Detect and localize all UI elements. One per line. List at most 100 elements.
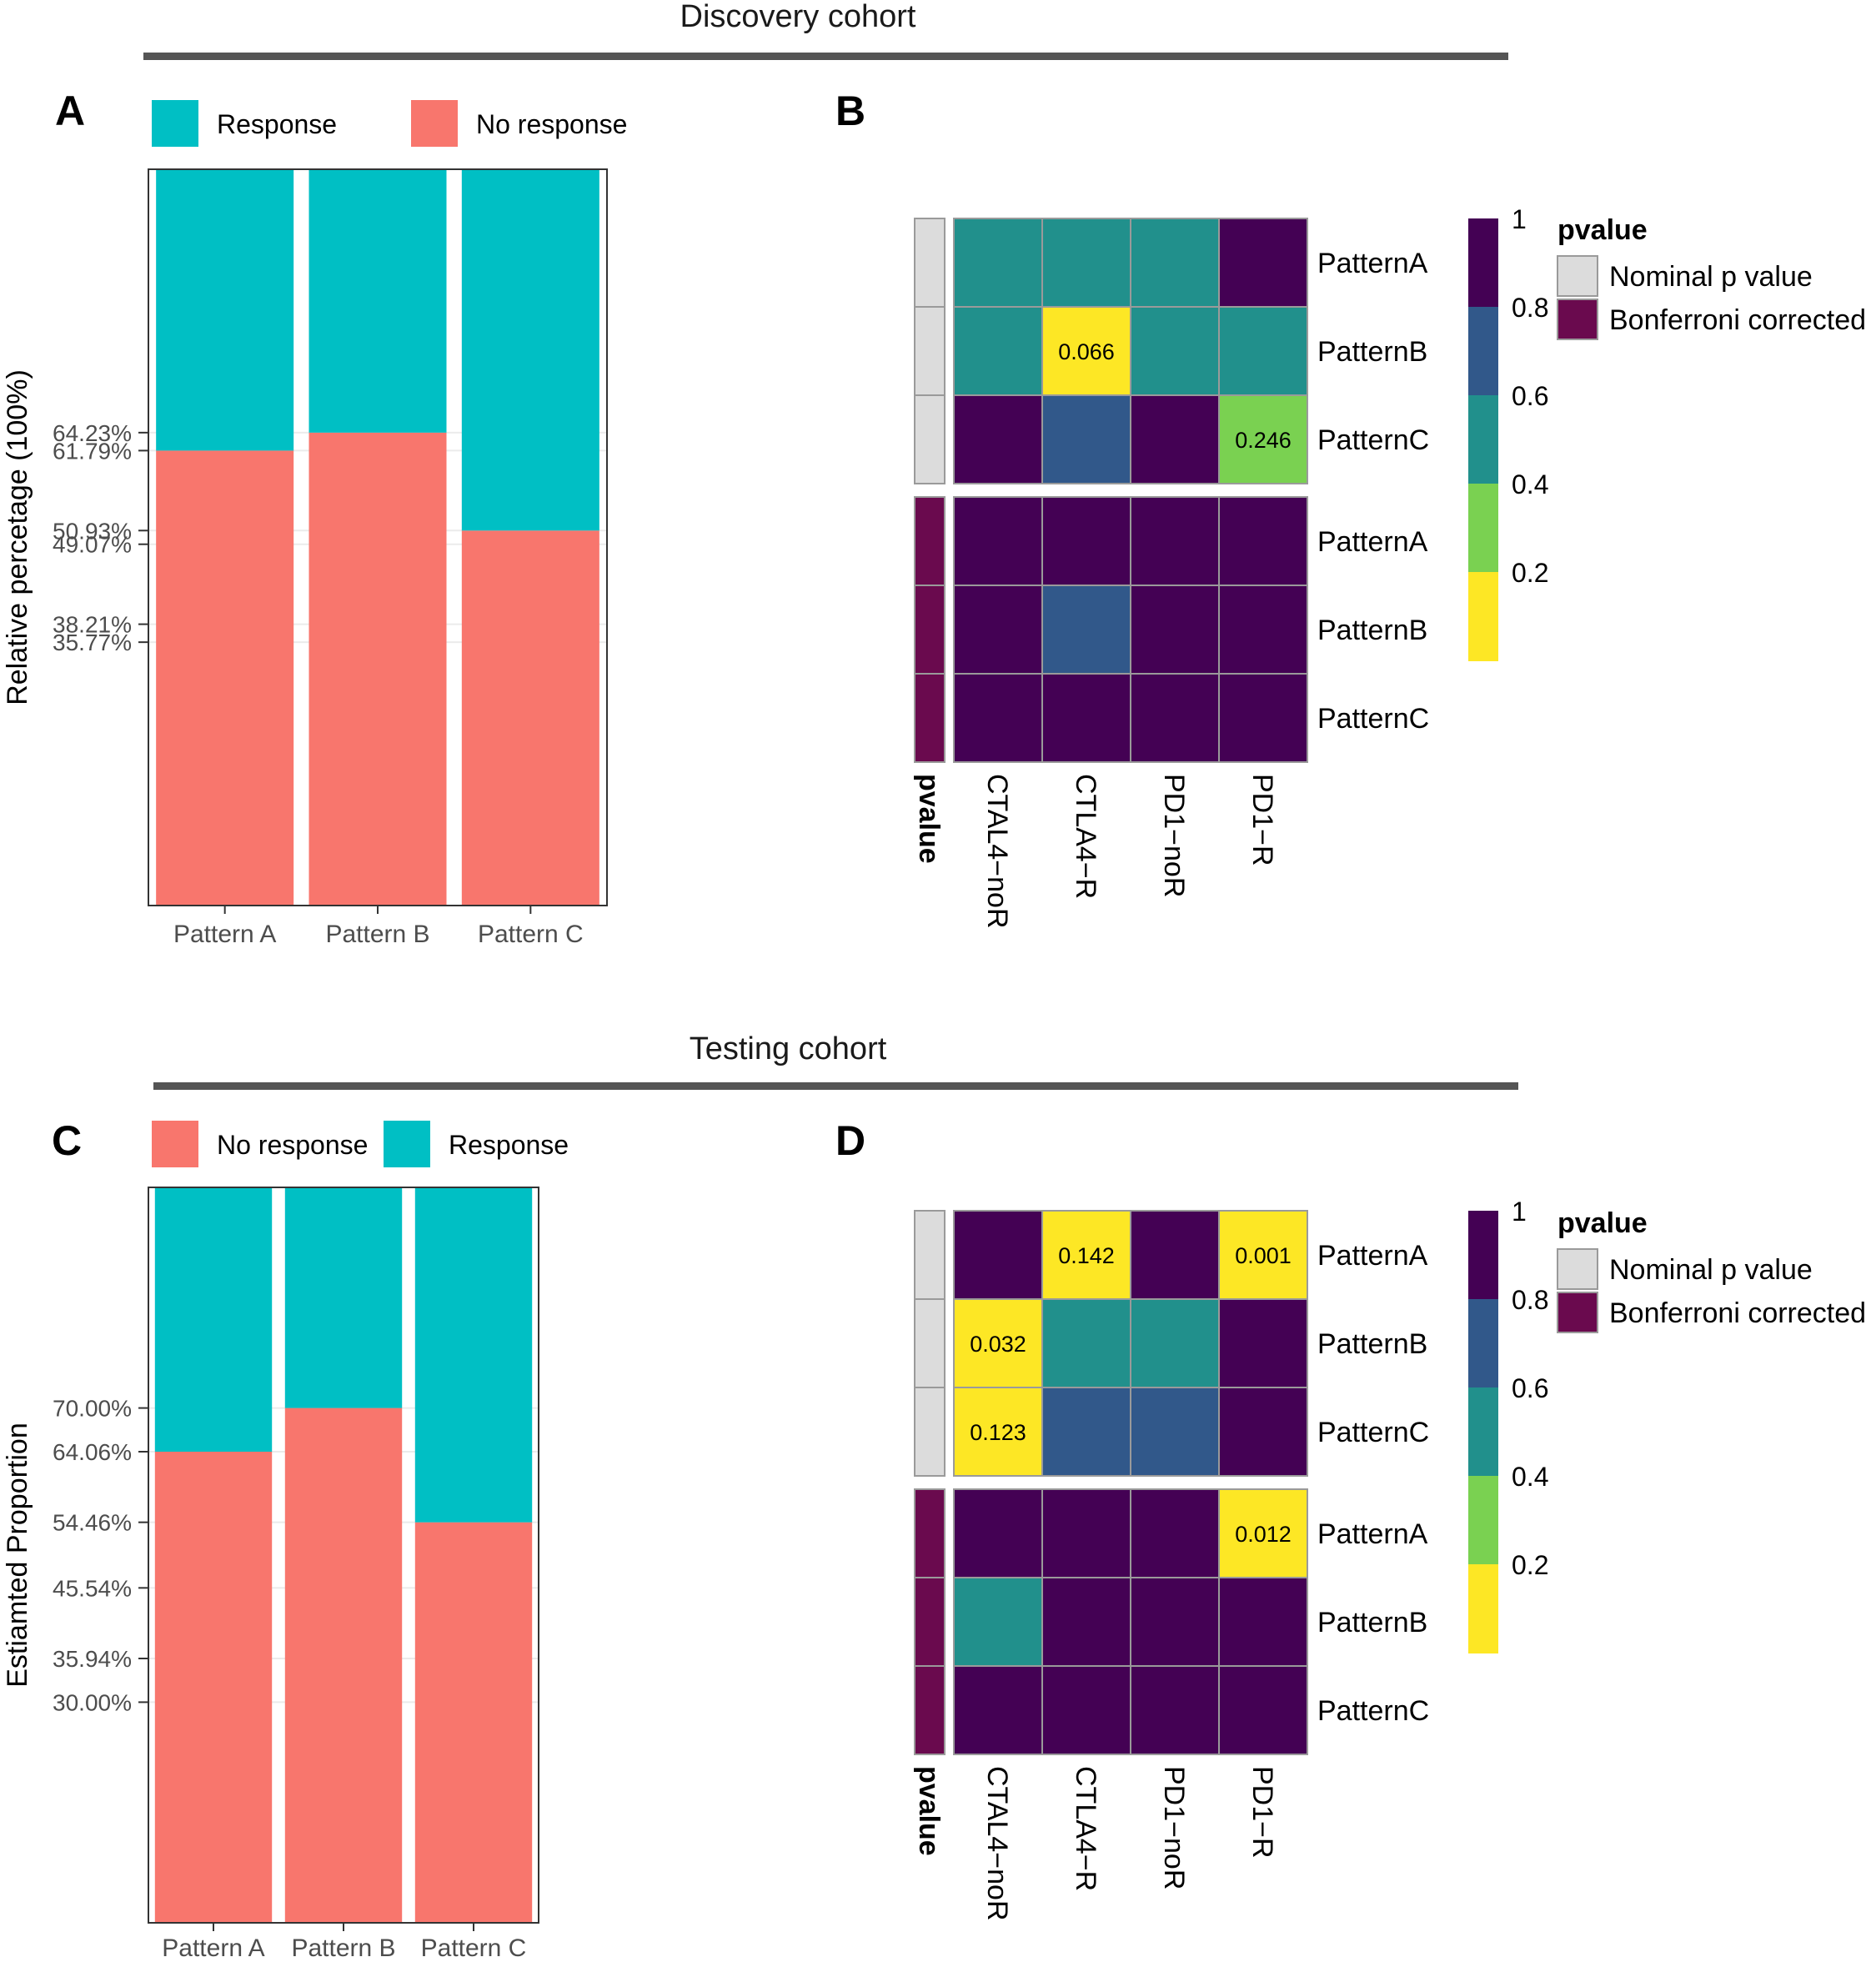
- heatmap-cell: [1218, 1665, 1308, 1755]
- colorbar-segment: [1468, 484, 1498, 573]
- x-tick-label: Pattern B: [291, 1934, 395, 1962]
- annotation-axis-label: pvalue: [913, 774, 945, 864]
- heatmap-cell: [1130, 1665, 1220, 1755]
- row-annotation-nominal: [914, 1298, 946, 1388]
- y-tick-label: 70.00%: [53, 1396, 132, 1422]
- colorbar-segment: [1468, 307, 1498, 396]
- row-annotation-nominal: [914, 1210, 946, 1300]
- row-annotation-nominal: [914, 306, 946, 396]
- cell-value-label: 0.246: [1235, 428, 1292, 453]
- legend-title: pvalue: [1557, 1207, 1648, 1239]
- colorbar-tick-label: 0.2: [1512, 558, 1548, 588]
- heatmap-cell: [1218, 218, 1308, 308]
- colorbar-tick-label: 0.6: [1512, 381, 1548, 411]
- heatmap-cell: [1218, 1577, 1308, 1667]
- heatmap-cell: [953, 1387, 1043, 1477]
- bar-response-pattern-a: [156, 169, 294, 451]
- heatmap-cell: [1218, 1298, 1308, 1388]
- heatmap-cell: [953, 1665, 1043, 1755]
- row-annotation-bonferroni: [914, 496, 946, 586]
- row-label-patternb: PatternB: [1317, 1607, 1427, 1638]
- heatmap-cell: [1218, 1387, 1308, 1477]
- column-label: CTLA4−R: [1070, 774, 1101, 899]
- y-axis-title: Estiamted Proportion: [2, 1423, 33, 1688]
- colorbar-tick-label: 1: [1512, 204, 1527, 234]
- y-tick-label: 38.21%: [53, 612, 132, 638]
- colorbar-tick-label: 0.8: [1512, 1285, 1548, 1315]
- colorbar-segment: [1468, 395, 1498, 484]
- legend-key-no-response: [411, 100, 458, 147]
- legend-key-response: [152, 100, 198, 147]
- legend-label: No response: [217, 1130, 368, 1160]
- x-tick-label: Pattern A: [173, 921, 276, 948]
- heatmap-cell: [1041, 1387, 1131, 1477]
- x-tick-label: Pattern B: [325, 921, 429, 948]
- heatmap-cell: [1041, 585, 1131, 675]
- row-label-patternb: PatternB: [1317, 336, 1427, 368]
- panel-label-b: B: [835, 88, 865, 134]
- heatmap-cell: [1130, 1488, 1220, 1578]
- row-annotation-bonferroni: [914, 1577, 946, 1667]
- heatmap-cell: [1130, 218, 1220, 308]
- bar-response-pattern-b: [308, 169, 447, 433]
- row-label-patterna: PatternA: [1317, 1518, 1428, 1550]
- heatmap-cell: [1130, 1210, 1220, 1300]
- y-tick-label: 45.54%: [53, 1575, 132, 1601]
- heatmap-cell: [1041, 1298, 1131, 1388]
- bar-response-pattern-c: [461, 169, 599, 531]
- cell-value-label: 0.142: [1058, 1243, 1115, 1268]
- colorbar-tick-label: 0.6: [1512, 1373, 1548, 1403]
- bar-no-response-pattern-c: [461, 530, 599, 906]
- cell-value-label: 0.001: [1235, 1243, 1292, 1268]
- plot-border: [148, 1187, 539, 1924]
- legend-title: pvalue: [1557, 214, 1648, 246]
- row-annotation-nominal: [914, 394, 946, 484]
- y-tick-label: 64.06%: [53, 1439, 132, 1465]
- legend-key-nominal: [1557, 1248, 1598, 1290]
- panel-c-stacked-bar-chart: 30.00% 35.94% 45.54% 54.46% 64.06% 70.00% Patt…: [2, 1121, 569, 1962]
- row-annotation-bonferroni: [914, 673, 946, 763]
- column-label: PD1−noR: [1158, 774, 1190, 897]
- heatmap-cell: [1041, 1210, 1131, 1300]
- legend-key-bonferroni: [1557, 299, 1598, 340]
- row-annotation-bonferroni: [914, 1488, 946, 1578]
- colorbar-segment: [1468, 1299, 1498, 1388]
- heatmap-cell: [953, 306, 1043, 396]
- bar-response-pattern-b: [284, 1187, 403, 1408]
- column-label: CTAL4−noR: [981, 774, 1013, 929]
- legend-label: Nominal p value: [1609, 1254, 1813, 1286]
- colorbar-segment: [1468, 572, 1498, 661]
- y-tick-label: 61.79%: [53, 438, 132, 464]
- cell-value-label: 0.066: [1058, 339, 1115, 364]
- bar-response-pattern-a: [154, 1187, 273, 1452]
- legend-label: No response: [476, 109, 627, 139]
- legend-label: Bonferroni corrected: [1609, 304, 1866, 336]
- legend-label: Bonferroni corrected: [1609, 1297, 1866, 1329]
- column-label: PD1−R: [1246, 1766, 1278, 1859]
- heatmap-cell: [1041, 218, 1131, 308]
- row-annotation-nominal: [914, 1387, 946, 1477]
- heatmap-cell: [1041, 1488, 1131, 1578]
- heatmap-cell: [1130, 496, 1220, 586]
- y-tick-label: 30.00%: [53, 1689, 132, 1715]
- x-tick-label: Pattern A: [162, 1934, 264, 1962]
- row-label-patternc: PatternC: [1317, 424, 1429, 456]
- panel-d-heatmap: 0.142 0.001 PatternA 0.032 PatternB 0.123 Patt…: [913, 1197, 1866, 1921]
- row-label-patternc: PatternC: [1317, 1695, 1429, 1727]
- legend-key-bonferroni: [1557, 1292, 1598, 1333]
- y-tick-label: 49.07%: [53, 532, 132, 558]
- bar-no-response-pattern-a: [154, 1451, 273, 1923]
- row-annotation-bonferroni: [914, 1665, 946, 1755]
- row-label-patternc: PatternC: [1317, 703, 1429, 735]
- x-tick-label: Pattern C: [478, 921, 584, 948]
- testing-cohort-title: Testing cohort: [690, 1031, 887, 1066]
- heatmap-cell: [953, 1210, 1043, 1300]
- panel-a-stacked-bar-chart: 35.77%38.21% 49.07%50.93% 61.79%64.23% Patt…: [2, 100, 627, 948]
- heatmap-cell: [1041, 306, 1131, 396]
- heatmap-cell: [953, 1298, 1043, 1388]
- annotation-axis-label: pvalue: [913, 1766, 945, 1856]
- cell-value-label: 0.123: [970, 1420, 1026, 1445]
- colorbar-segment: [1468, 1476, 1498, 1565]
- heatmap-cell: [1218, 496, 1308, 586]
